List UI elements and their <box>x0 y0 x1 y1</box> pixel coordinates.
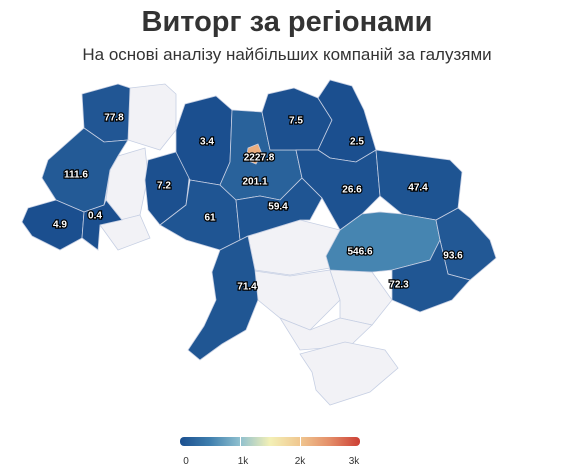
region-kyiv-city[interactable] <box>245 143 263 165</box>
ukraine-map: 77.8 111.6 4.9 0.4 7.2 3.4 61 201.1 2227… <box>21 79 497 406</box>
region-crimea[interactable] <box>299 341 399 406</box>
label-odesa: 71.4 <box>237 282 257 293</box>
region-odesa[interactable] <box>187 235 259 361</box>
label-cherkasy: 59.4 <box>268 202 288 213</box>
region-kherson[interactable] <box>279 317 373 351</box>
label-sumy: 2.5 <box>350 137 364 148</box>
map-title: Виторг за регіонами <box>141 6 433 38</box>
label-poltava: 26.6 <box>342 185 362 196</box>
label-donetsk: 72.3 <box>389 280 409 291</box>
label-ivano-frankivsk: 0.4 <box>88 211 102 222</box>
label-kyiv-oblast: 201.1 <box>242 177 267 188</box>
label-volyn: 77.8 <box>104 113 124 124</box>
label-zhytomyr: 3.4 <box>200 137 214 148</box>
label-kyiv-city: 2227.8 <box>244 153 275 164</box>
region-chernivtsi[interactable] <box>99 214 151 251</box>
map-subtitle: На основі аналізу найбільших компаній за… <box>82 45 492 64</box>
label-khmelnytskyi: 7.2 <box>157 181 171 192</box>
legend-tick-1k: 1k <box>237 456 249 467</box>
label-vinnytsia: 61 <box>204 213 216 224</box>
label-luhansk: 93.6 <box>443 251 463 262</box>
legend-tick-mark <box>240 437 241 446</box>
legend-tick-3k: 3k <box>348 456 360 467</box>
region-lviv[interactable] <box>41 127 129 213</box>
legend-tick-2k: 2k <box>294 456 306 467</box>
region-ivano-frankivsk[interactable] <box>81 199 123 251</box>
label-zakarpattia: 4.9 <box>53 220 67 231</box>
label-kharkiv: 47.4 <box>408 183 428 194</box>
label-dnipropetrovsk: 546.6 <box>347 247 372 258</box>
region-zaporizhzhia[interactable] <box>329 269 393 326</box>
label-lviv: 111.6 <box>64 170 88 181</box>
region-mykolaiv[interactable] <box>247 269 341 331</box>
region-donetsk[interactable] <box>391 238 471 313</box>
region-zakarpattia[interactable] <box>21 199 85 251</box>
label-chernihiv: 7.5 <box>289 116 303 127</box>
legend-color-scale <box>180 437 360 446</box>
legend-tick-mark <box>300 437 301 446</box>
legend-tick-0: 0 <box>183 456 189 467</box>
